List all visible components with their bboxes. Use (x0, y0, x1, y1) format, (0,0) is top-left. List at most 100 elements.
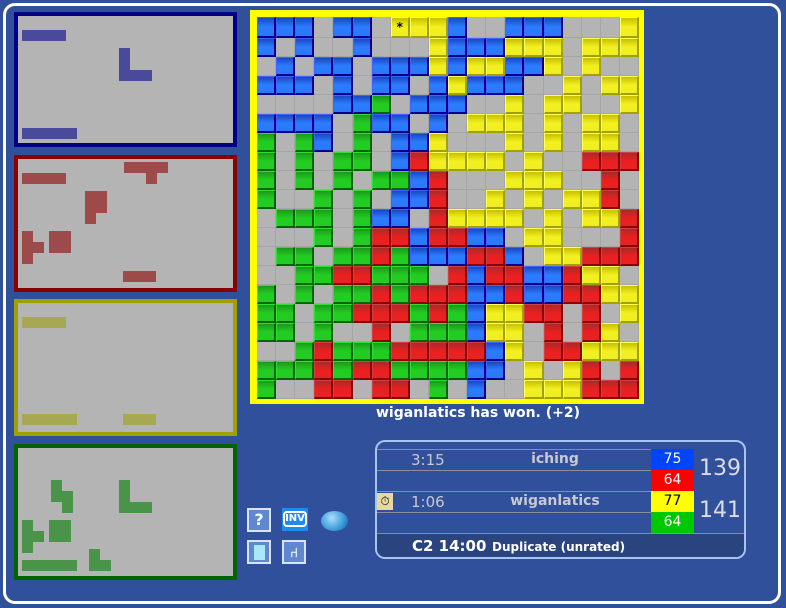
board-cell-blue[interactable] (409, 228, 429, 247)
board-cell-empty[interactable] (600, 95, 620, 114)
board-cell-empty[interactable] (562, 57, 582, 76)
board-cell-empty[interactable] (581, 171, 601, 190)
board-cell-red[interactable] (428, 304, 448, 323)
board-cell-yellow[interactable] (486, 209, 506, 228)
board-cell-green[interactable] (257, 190, 277, 209)
board-cell-green[interactable] (295, 209, 315, 228)
board-cell-green[interactable] (257, 171, 277, 190)
board-cell-red[interactable] (581, 285, 601, 304)
board-cell-green[interactable] (314, 304, 334, 323)
board-cell-green[interactable] (314, 266, 334, 285)
board-cell-empty[interactable] (314, 247, 334, 266)
board-cell-empty[interactable] (505, 228, 525, 247)
board-cell-blue[interactable] (333, 57, 353, 76)
board-cell-yellow[interactable] (543, 114, 563, 133)
board-cell-blue[interactable] (448, 247, 468, 266)
board-cell-red[interactable] (428, 190, 448, 209)
board-cell-empty[interactable] (276, 228, 296, 247)
board-cell-empty[interactable] (333, 38, 353, 57)
board-cell-green[interactable] (409, 266, 429, 285)
board-cell-empty[interactable] (524, 209, 544, 228)
board-cell-yellow[interactable] (524, 152, 544, 171)
board-cell-green[interactable] (333, 171, 353, 190)
board-cell-green[interactable] (333, 304, 353, 323)
board-cell-blue[interactable] (295, 114, 315, 133)
board-cell-red[interactable] (600, 380, 620, 399)
board-cell-blue[interactable] (276, 17, 296, 38)
board-cell-empty[interactable] (486, 171, 506, 190)
board-cell-empty[interactable] (543, 190, 563, 209)
board-cell-empty[interactable] (295, 380, 315, 399)
board-cell-blue[interactable] (467, 228, 487, 247)
board-cell-empty[interactable] (371, 17, 391, 38)
board-cell-blue[interactable] (390, 152, 410, 171)
board-cell-red[interactable] (600, 152, 620, 171)
board-cell-empty[interactable] (333, 323, 353, 342)
board-cell-empty[interactable] (581, 76, 601, 95)
board-cell-blue[interactable] (467, 361, 487, 380)
board-cell-red[interactable] (486, 266, 506, 285)
board-cell-yellow[interactable] (409, 17, 429, 38)
board-cell-blue[interactable] (390, 57, 410, 76)
board-cell-yellow[interactable] (562, 247, 582, 266)
board-cell-empty[interactable] (333, 190, 353, 209)
board-cell-red[interactable] (371, 285, 391, 304)
board-cell-blue[interactable] (448, 17, 468, 38)
board-cell-empty[interactable] (276, 342, 296, 361)
board-cell-yellow[interactable] (486, 152, 506, 171)
board-cell-yellow[interactable] (600, 114, 620, 133)
board-cell-yellow[interactable] (543, 247, 563, 266)
board-cell-yellow[interactable] (505, 342, 525, 361)
board-cell-green[interactable] (295, 285, 315, 304)
board-cell-blue[interactable] (524, 285, 544, 304)
board-cell-empty[interactable] (257, 228, 277, 247)
board-cell-green[interactable] (257, 380, 277, 399)
board-cell-green[interactable] (390, 247, 410, 266)
board-cell-blue[interactable] (448, 95, 468, 114)
board-cell-blue[interactable] (333, 95, 353, 114)
board-cell-red[interactable] (448, 342, 468, 361)
board-cell-empty[interactable] (619, 190, 639, 209)
board-cell-blue[interactable] (257, 38, 277, 57)
board-cell-empty[interactable] (543, 76, 563, 95)
board-cell-blue[interactable] (428, 76, 448, 95)
board-cell-blue[interactable] (467, 323, 487, 342)
board-cell-blue[interactable] (409, 190, 429, 209)
player-1-name[interactable]: iching (531, 451, 579, 467)
board-cell-yellow[interactable] (524, 361, 544, 380)
board-cell-yellow[interactable] (524, 380, 544, 399)
board-cell-empty[interactable] (276, 133, 296, 152)
board-cell-yellow[interactable] (600, 285, 620, 304)
board-cell-yellow[interactable] (467, 209, 487, 228)
board-cell-red[interactable] (619, 152, 639, 171)
board-cell-red[interactable] (619, 380, 639, 399)
board-cell-empty[interactable] (333, 133, 353, 152)
board-cell-empty[interactable] (295, 190, 315, 209)
board-cell-blue[interactable] (467, 285, 487, 304)
board-cell-red[interactable] (428, 285, 448, 304)
board-cell-empty[interactable] (314, 171, 334, 190)
board-cell-yellow[interactable] (505, 209, 525, 228)
board-cell-empty[interactable] (581, 228, 601, 247)
board-cell-blue[interactable] (295, 38, 315, 57)
board-cell-yellow[interactable] (524, 38, 544, 57)
board-cell-green[interactable] (352, 133, 372, 152)
board-cell-green[interactable] (333, 361, 353, 380)
board-cell-blue[interactable] (371, 76, 391, 95)
board-cell-empty[interactable] (562, 38, 582, 57)
board-cell-red[interactable] (467, 342, 487, 361)
board-cell-green[interactable] (409, 323, 429, 342)
board-cell-yellow[interactable] (486, 57, 506, 76)
board-cell-empty[interactable] (524, 342, 544, 361)
board-cell-red[interactable] (581, 361, 601, 380)
board-cell-empty[interactable] (600, 17, 620, 38)
board-cell-empty[interactable] (562, 171, 582, 190)
board-cell-red[interactable] (371, 361, 391, 380)
board-cell-red[interactable] (448, 266, 468, 285)
board-cell-blue[interactable] (276, 114, 296, 133)
board-cell-empty[interactable] (276, 38, 296, 57)
board-cell-blue[interactable] (505, 17, 525, 38)
board-cell-empty[interactable] (352, 76, 372, 95)
board-cell-red[interactable] (543, 342, 563, 361)
board-cell-empty[interactable] (352, 171, 372, 190)
